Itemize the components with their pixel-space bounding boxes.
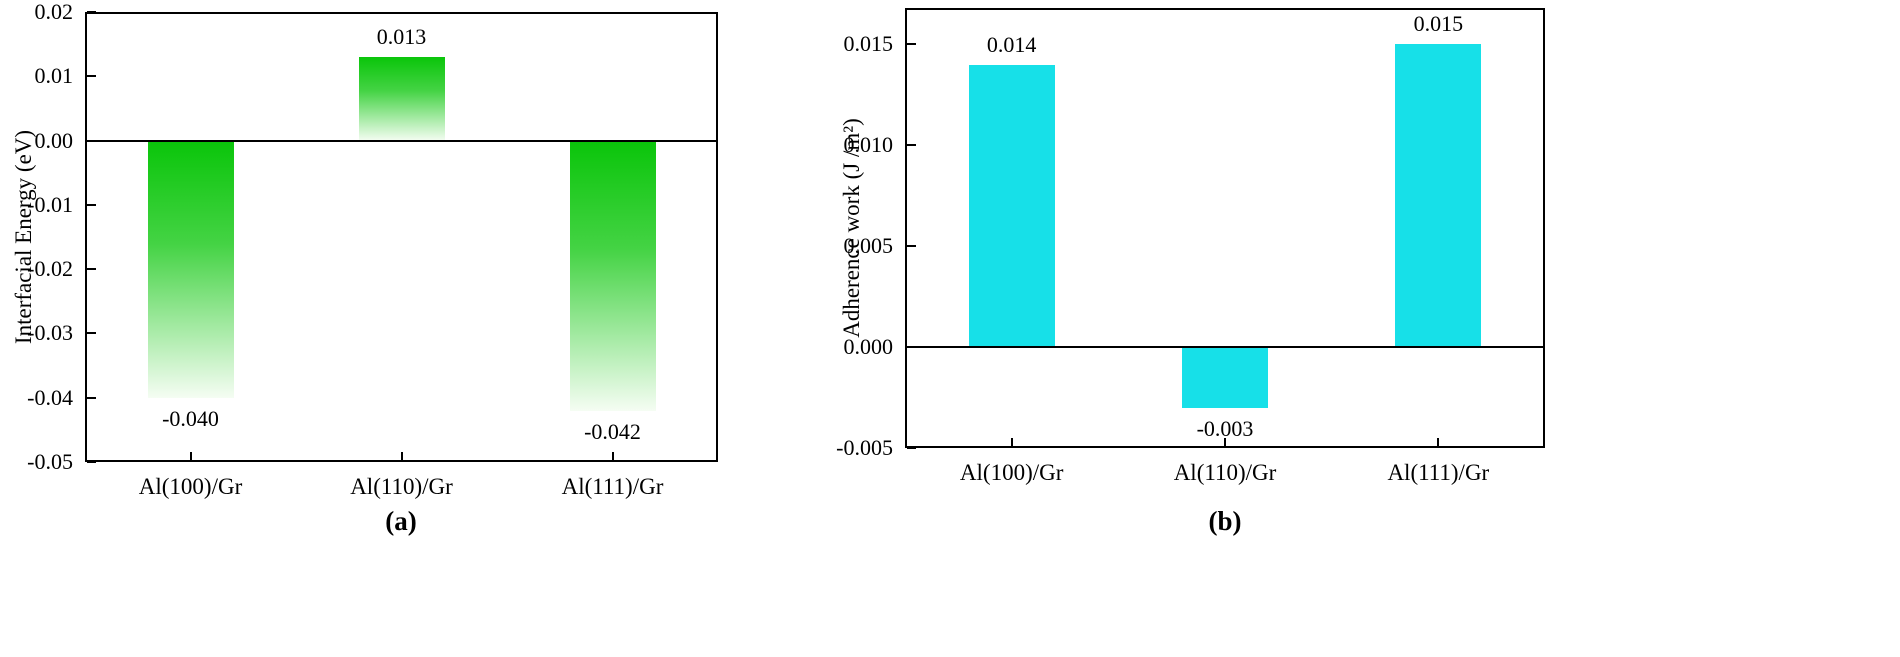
zero-line bbox=[905, 346, 1545, 349]
y-tick bbox=[87, 75, 96, 78]
bar bbox=[968, 64, 1055, 348]
bar bbox=[358, 57, 445, 141]
x-tick bbox=[1010, 438, 1013, 446]
y-tick-label: 0.01 bbox=[34, 63, 74, 89]
plot-box bbox=[905, 8, 1545, 448]
y-tick-label: 0.005 bbox=[843, 233, 894, 259]
y-tick bbox=[907, 43, 916, 46]
bar bbox=[147, 140, 234, 398]
bar bbox=[569, 140, 656, 411]
bar-value-label: -0.003 bbox=[1196, 415, 1254, 441]
x-category-label: Al(111)/Gr bbox=[561, 474, 664, 499]
x-tick bbox=[611, 452, 614, 460]
y-tick-label: -0.01 bbox=[27, 191, 73, 217]
bar-value-label: 0.015 bbox=[1413, 11, 1464, 37]
bar-value-label: 0.013 bbox=[376, 24, 427, 49]
x-category-label: Al(110)/Gr bbox=[1173, 460, 1277, 485]
y-tick-label: -0.03 bbox=[27, 320, 73, 346]
y-tick-label: -0.02 bbox=[27, 256, 73, 282]
x-category-label: Al(111)/Gr bbox=[1387, 460, 1490, 485]
y-tick bbox=[907, 245, 916, 248]
bar-value-label: -0.040 bbox=[162, 405, 219, 431]
x-tick bbox=[189, 452, 192, 460]
bar-value-label: -0.042 bbox=[584, 418, 641, 444]
y-axis-title: Adherence work (J /m²) bbox=[839, 118, 864, 338]
y-tick bbox=[87, 11, 96, 13]
x-tick bbox=[1224, 438, 1226, 446]
y-tick bbox=[87, 332, 96, 335]
y-tick-label: 0.00 bbox=[34, 127, 74, 153]
y-tick-label: -0.005 bbox=[836, 435, 893, 460]
y-tick-label: 0.010 bbox=[843, 132, 894, 158]
plot-box bbox=[85, 12, 718, 462]
y-tick-label: 0.000 bbox=[843, 334, 894, 360]
bar bbox=[1395, 44, 1482, 348]
y-tick bbox=[87, 203, 96, 206]
y-tick-label: 0.015 bbox=[843, 31, 894, 57]
x-category-label: Al(100)/Gr bbox=[138, 474, 243, 499]
y-tick-label: -0.04 bbox=[27, 384, 73, 410]
y-tick-label: 0.02 bbox=[34, 0, 74, 24]
x-category-label: Al(110)/Gr bbox=[350, 474, 453, 499]
y-tick bbox=[87, 396, 96, 399]
y-axis-title: Interfacial Energy (eV) bbox=[11, 129, 36, 345]
y-tick bbox=[907, 144, 916, 147]
y-tick-label: -0.05 bbox=[27, 449, 73, 474]
panel-b-tag: (b) bbox=[1208, 506, 1242, 536]
panel-a-tag: (a) bbox=[385, 506, 417, 536]
y-tick bbox=[87, 268, 96, 271]
y-tick bbox=[907, 447, 916, 449]
zero-line bbox=[85, 139, 718, 142]
bar-value-label: 0.014 bbox=[986, 31, 1037, 57]
bar bbox=[1182, 347, 1268, 408]
x-tick bbox=[1437, 438, 1440, 446]
x-tick bbox=[400, 452, 403, 460]
x-category-label: Al(100)/Gr bbox=[959, 460, 1064, 485]
y-tick bbox=[87, 461, 96, 463]
